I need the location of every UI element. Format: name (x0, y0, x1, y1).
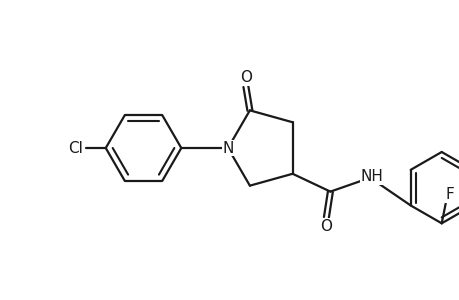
Text: N: N (222, 140, 233, 155)
Text: O: O (240, 70, 252, 85)
Text: Cl: Cl (68, 140, 83, 155)
Text: F: F (444, 187, 453, 202)
Text: O: O (320, 219, 332, 234)
Text: NH: NH (360, 169, 383, 184)
